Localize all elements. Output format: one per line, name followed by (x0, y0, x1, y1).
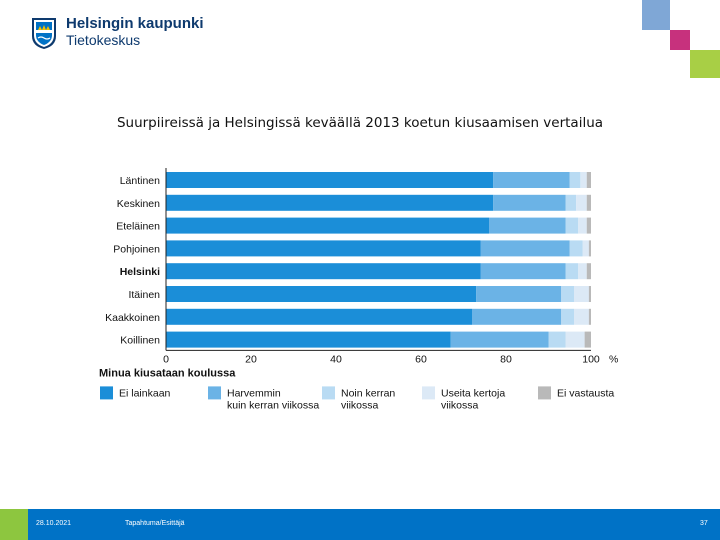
bar-segment (561, 286, 574, 302)
x-tick-label: 80 (500, 353, 512, 365)
legend-swatch (100, 386, 113, 400)
bar-segment (489, 217, 566, 234)
bar-segment (588, 308, 591, 325)
bar-segment (480, 240, 570, 257)
bar-segment (493, 172, 570, 188)
bar-segment (166, 263, 481, 280)
bar-segment (166, 286, 477, 302)
x-unit-label: % (609, 353, 618, 365)
footer-page-number: 37 (700, 520, 708, 527)
bar-segment (166, 194, 494, 211)
bar-segment (565, 194, 577, 211)
bar-segment (574, 308, 589, 325)
bar-segment (578, 217, 587, 234)
bar-segment (493, 194, 566, 211)
bar-segment (565, 217, 579, 234)
bar-segment (569, 240, 583, 257)
category-label: Itäinen (128, 289, 160, 301)
bar-segment (580, 172, 587, 188)
footer-bar: 28.10.2021 Tapahtuma/Esittäjä 37 (0, 509, 720, 540)
bar-segment (569, 172, 581, 188)
bar-segment (548, 331, 566, 348)
bar-segment (584, 331, 591, 348)
org-unit: Tietokeskus (66, 32, 141, 48)
bar-segment (565, 263, 579, 280)
bar-segment (472, 308, 562, 325)
category-label: Pohjoinen (113, 243, 160, 255)
legend-label: Harvemmin kuin kerran viikossa (227, 387, 319, 411)
bar-segment (561, 308, 574, 325)
bar-segment (166, 217, 489, 234)
bar-segment (574, 286, 589, 302)
org-name: Helsingin kaupunki (66, 15, 204, 32)
x-tick-label: 20 (245, 353, 257, 365)
bar-segment (565, 331, 585, 348)
bar-segment (166, 331, 451, 348)
bar-segment (480, 263, 566, 280)
bar-segment (166, 308, 472, 325)
bar-segment (166, 240, 481, 257)
legend-swatch (208, 386, 221, 400)
x-tick-label: 0 (163, 353, 169, 365)
stacked-bar-chart: Läntinen Keskinen Eteläinen Pohjoinen Helsin… (99, 168, 618, 411)
category-label: Helsinki (120, 266, 160, 278)
header-logo: Helsingin kaupunki Tietokeskus (30, 16, 204, 50)
category-label: Kaakkoinen (105, 312, 160, 324)
bar-segment (586, 263, 591, 280)
legend-swatch (422, 386, 435, 400)
chart-title: Suurpiireissä ja Helsingissä keväällä 20… (116, 115, 604, 131)
bar-segment (588, 240, 591, 257)
category-label: Koillinen (120, 335, 160, 347)
decor-square-magenta (670, 30, 690, 50)
footer-accent (0, 509, 28, 540)
footer-band (28, 509, 720, 540)
bar-segment (588, 286, 591, 302)
legend-label: Noin kerran viikossa (341, 387, 395, 411)
x-tick-label: 40 (330, 353, 342, 365)
footer-event: Tapahtuma/Esittäjä (125, 520, 185, 527)
legend-label: Useita kertoja viikossa (441, 387, 505, 411)
legend-swatch (538, 386, 551, 400)
decor-square-lightblue (642, 0, 670, 30)
bar-segment (586, 194, 591, 211)
footer-date: 28.10.2021 (36, 520, 72, 527)
bar-segment (450, 331, 549, 348)
legend-label: Ei vastausta (557, 387, 614, 399)
legend-swatch (322, 386, 335, 400)
bar-segment (582, 240, 589, 257)
bar-segment (476, 286, 562, 302)
bar-segment (586, 172, 591, 188)
city-crest-icon (32, 18, 56, 49)
legend-label: Ei lainkaan (119, 387, 171, 399)
bar-segment (578, 263, 587, 280)
decor-square-green (690, 50, 720, 78)
category-label: Läntinen (120, 175, 160, 187)
category-label: Eteläinen (116, 221, 160, 233)
bar-segment (166, 172, 494, 188)
bar-segment (586, 217, 591, 234)
x-axis-title: Minua kiusataan koulussa (99, 367, 236, 379)
x-tick-label: 60 (415, 353, 427, 365)
x-tick-label: 100 (582, 353, 600, 365)
category-label: Keskinen (117, 198, 160, 210)
bar-segment (576, 194, 587, 211)
